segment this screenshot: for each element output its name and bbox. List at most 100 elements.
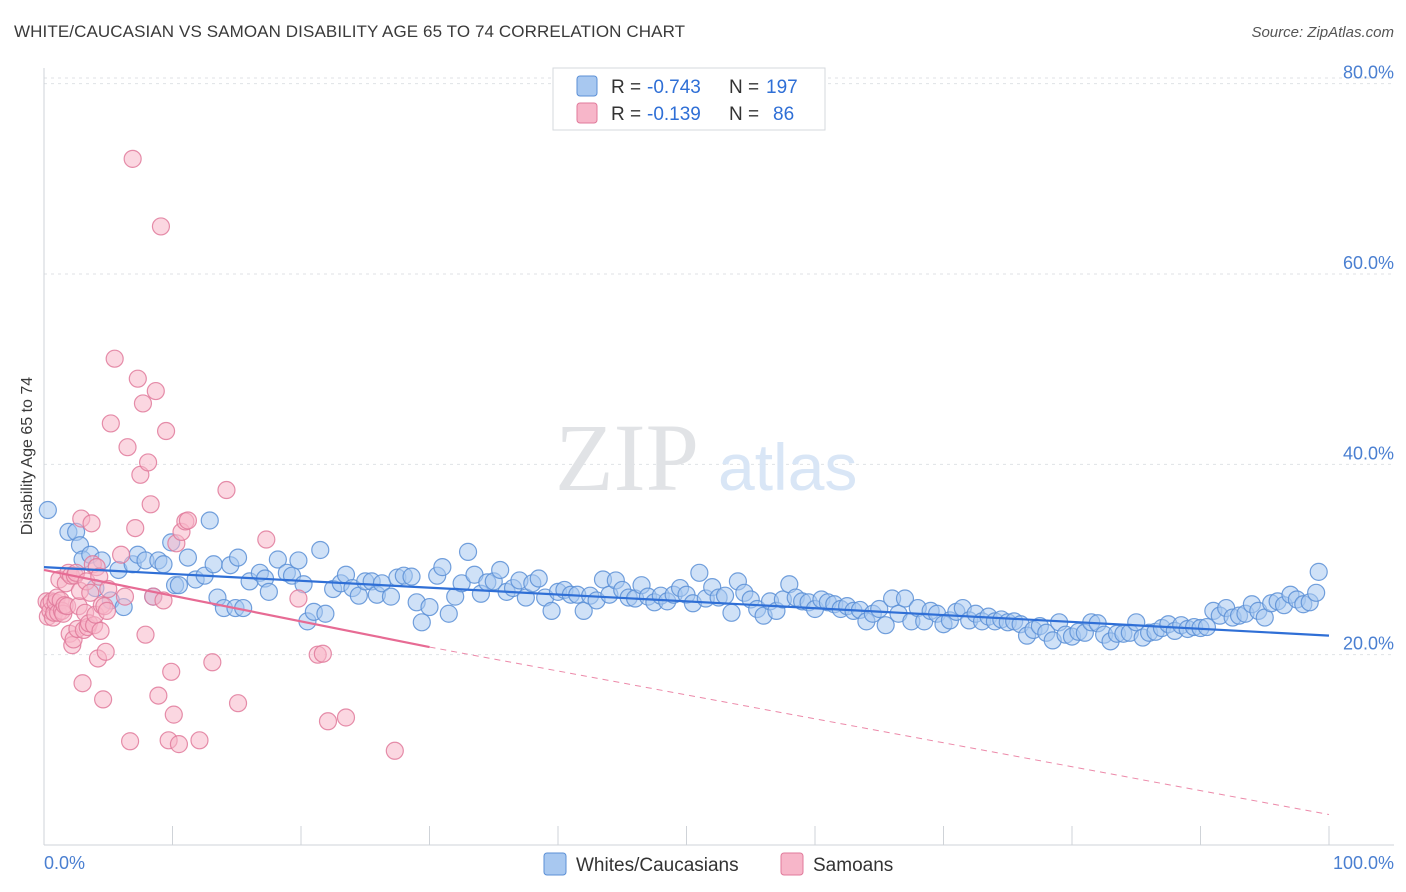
point-samoans [178, 511, 198, 530]
point-whites [169, 576, 189, 595]
chart-source: Source: ZipAtlas.com [1251, 24, 1394, 41]
bottom-legend-label-samoans: Samoans [813, 855, 893, 876]
point-samoans [336, 708, 356, 727]
point-whites [268, 550, 287, 569]
point-whites [412, 613, 431, 632]
point-samoans [162, 662, 181, 681]
point-whites [311, 540, 330, 560]
point-whites [574, 601, 593, 620]
point-whites [491, 560, 510, 580]
point-samoans [289, 589, 308, 608]
point-samoans [82, 514, 101, 533]
point-whites [420, 597, 439, 617]
point-whites [895, 589, 915, 608]
bottom-legend-swatch-whites [543, 852, 567, 876]
point-whites [259, 582, 278, 601]
watermark: ZIP atlas [555, 404, 857, 511]
point-samoans [120, 732, 140, 751]
series-legend: Whites/Caucasians Samoans [543, 852, 893, 876]
point-samoans [94, 690, 113, 709]
point-samoans [257, 530, 276, 549]
point-samoans [217, 480, 236, 500]
legend-n-label-samoans: N = [729, 104, 759, 125]
point-whites [439, 604, 458, 623]
point-whites [316, 604, 335, 623]
point-samoans [97, 601, 117, 620]
trend-lines [43, 566, 1330, 816]
point-whites [529, 569, 548, 588]
trend-line-samoans [43, 568, 430, 649]
point-samoans [115, 587, 135, 606]
series-samoans-points [37, 149, 404, 760]
point-samoans [126, 518, 145, 538]
point-samoans [128, 369, 147, 388]
point-samoans [123, 149, 142, 168]
legend-n-value-whites: 197 [766, 77, 798, 98]
point-samoans [151, 217, 171, 236]
y-axis-label: Disability Age 65 to 74 [19, 377, 36, 535]
point-samoans [111, 545, 131, 564]
point-whites [722, 603, 741, 622]
point-samoans [164, 705, 183, 724]
point-whites [1197, 617, 1217, 637]
point-whites [690, 563, 709, 582]
point-whites [200, 511, 219, 530]
point-samoans [154, 591, 173, 610]
point-samoans [146, 381, 165, 401]
chart-title: WHITE/CAUCASIAN VS SAMOAN DISABILITY AGE… [14, 22, 686, 41]
point-whites [402, 567, 421, 586]
stats-legend: R = -0.743 N = 197 R = -0.139 N = 86 [552, 67, 826, 131]
point-samoans [96, 642, 115, 661]
point-samoans [228, 694, 248, 713]
point-whites [154, 555, 173, 574]
point-samoans [203, 653, 222, 672]
point-whites [1307, 583, 1326, 602]
legend-r-value-samoans: -0.139 [647, 104, 701, 125]
point-whites [715, 586, 735, 605]
point-samoans [318, 712, 338, 731]
point-whites [1309, 562, 1328, 581]
y-tick-label: 40.0% [1343, 443, 1394, 463]
x-tick-label-max: 100.0% [1333, 853, 1394, 873]
point-whites [289, 551, 308, 570]
point-samoans [101, 414, 120, 433]
point-whites [433, 558, 452, 577]
trend-line-whites [43, 566, 1330, 637]
point-whites [38, 500, 57, 520]
point-samoans [73, 674, 92, 693]
point-samoans [313, 644, 332, 663]
point-samoans [385, 741, 404, 760]
stats-legend-box [552, 67, 826, 131]
legend-n-value-samoans: 86 [773, 104, 794, 125]
watermark-zip: ZIP [555, 404, 699, 511]
bottom-legend-label-whites: Whites/Caucasians [576, 855, 739, 876]
trend-line-samoans-extension [429, 646, 1330, 816]
legend-r-label-samoans: R = [611, 104, 641, 125]
point-whites [542, 601, 561, 620]
axes [43, 68, 1394, 846]
y-tick-label: 20.0% [1343, 634, 1394, 654]
point-samoans [118, 438, 137, 457]
y-tick-labels: 20.0% 40.0% 60.0% 80.0% [1343, 63, 1394, 654]
point-samoans [136, 625, 155, 644]
point-whites [870, 599, 889, 619]
point-whites [458, 542, 478, 561]
watermark-atlas: atlas [718, 430, 857, 504]
x-tick-label-min: 0.0% [44, 853, 85, 873]
point-whites [381, 587, 401, 606]
point-whites [452, 574, 471, 593]
bottom-legend-swatch-samoans [780, 852, 804, 876]
x-ticks [43, 826, 1330, 845]
legend-r-value-whites: -0.743 [647, 77, 701, 98]
point-samoans [81, 583, 100, 602]
point-whites [178, 548, 198, 567]
series-whites-points [38, 500, 1328, 651]
point-whites [228, 548, 248, 567]
point-whites [876, 616, 895, 635]
legend-swatch-whites [576, 75, 598, 97]
y-tick-label: 80.0% [1343, 63, 1394, 83]
legend-swatch-samoans [576, 102, 598, 124]
gridlines [44, 77, 1394, 656]
point-samoans [141, 495, 160, 514]
